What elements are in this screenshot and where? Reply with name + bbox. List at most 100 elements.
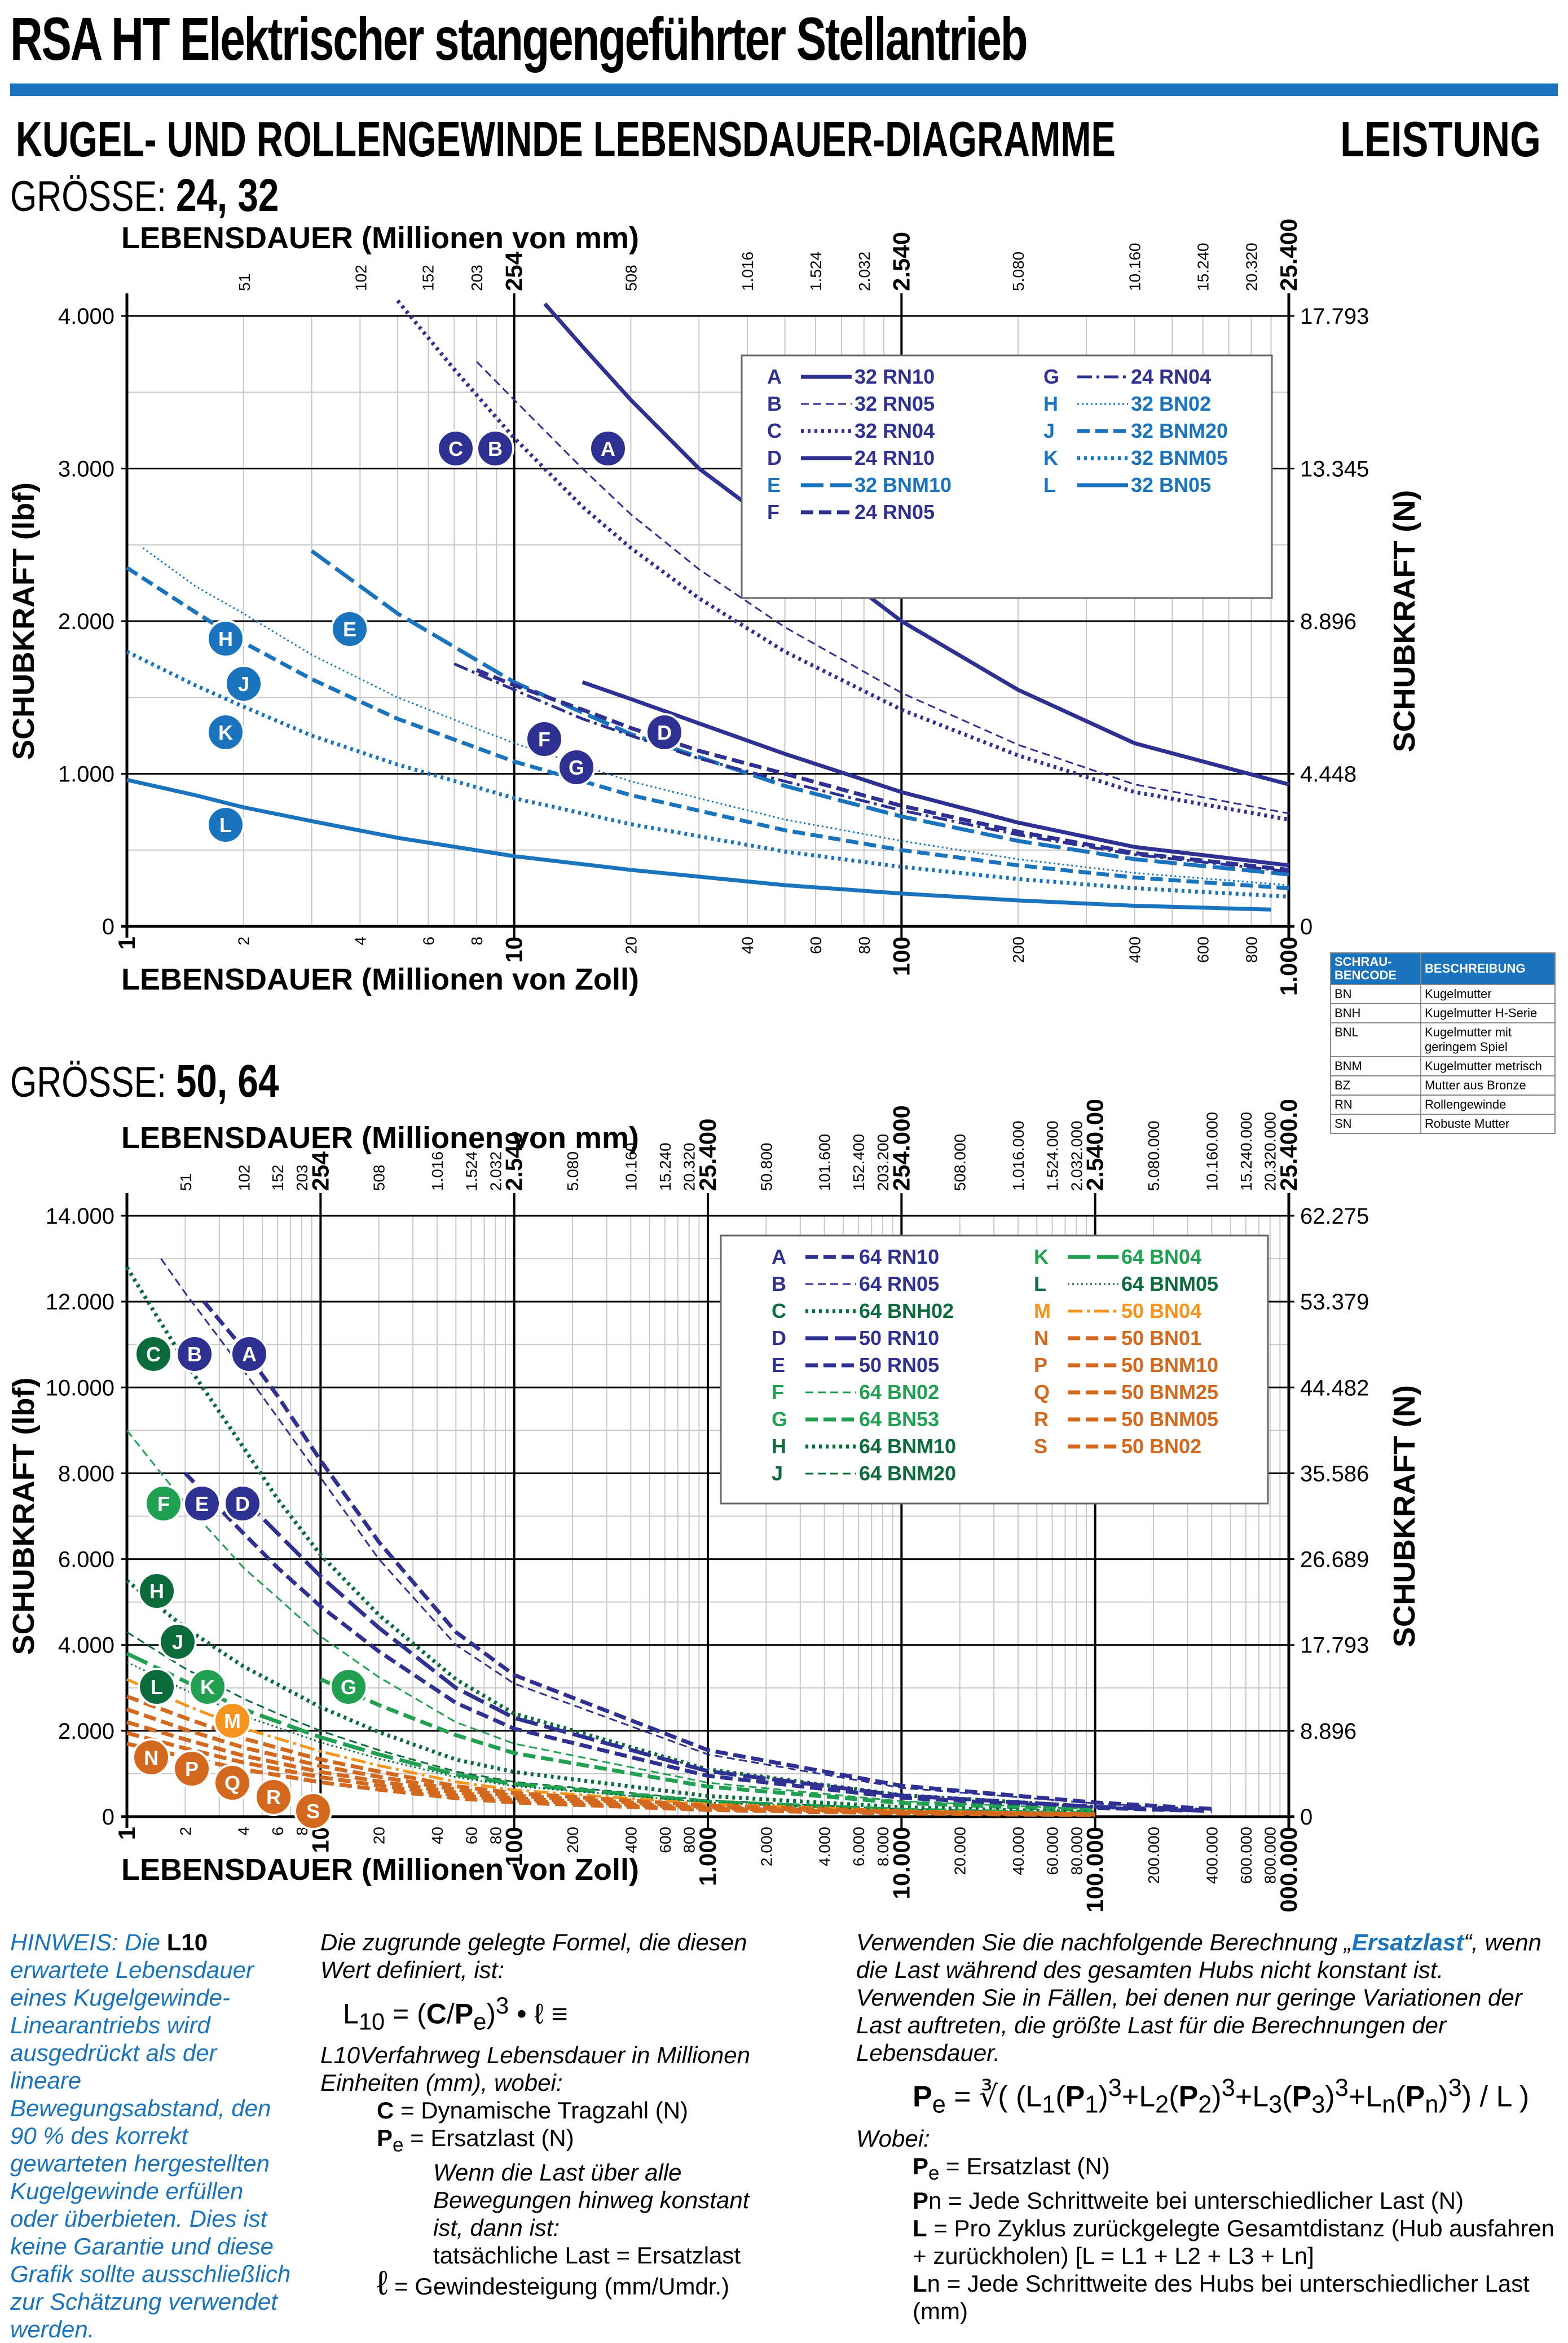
series-badge — [224, 665, 263, 703]
x2-tick-label: 20.320 — [681, 1142, 698, 1191]
x-tick-label: 1.000.000 — [1275, 1827, 1302, 1913]
x2-tick-label: 1.016 — [739, 252, 756, 291]
x-tick-label: 6 — [269, 1827, 287, 1836]
note-formula: Die zugrunde gelegte Formel, die diesen … — [320, 1928, 772, 2300]
x2-tick-label: 51 — [177, 1173, 195, 1191]
size-label: GRÖSSE: — [10, 173, 167, 221]
x-tick-label: 10 — [501, 937, 527, 963]
x2-tick-label: 25.400 — [694, 1119, 721, 1191]
x2-tick-label: 10.160 — [622, 1142, 640, 1191]
series-badge — [525, 720, 563, 758]
legend-code: A — [767, 365, 782, 388]
x-tick-label: 1.000 — [1275, 937, 1302, 996]
series-badge — [206, 713, 245, 751]
legend-label: 32 RN05 — [855, 392, 935, 415]
series-badge — [144, 1484, 183, 1523]
legend-label: 32 BN02 — [1131, 392, 1211, 415]
series-badge-label: L — [151, 1676, 163, 1699]
legend-label: 50 BN02 — [1121, 1435, 1201, 1458]
legend-code: K — [1043, 446, 1058, 469]
x-tick-label: 600.000 — [1237, 1827, 1255, 1884]
series-badge — [223, 1484, 262, 1523]
series-badge — [175, 1335, 214, 1373]
x-tick-label: 10.000 — [888, 1827, 914, 1899]
x2-tick-label: 1.524.000 — [1043, 1120, 1061, 1191]
legend-label: 50 RN10 — [859, 1326, 939, 1349]
x2-tick-label: 203.200 — [874, 1134, 892, 1191]
x2-axis-title: LEBENSDAUER (Millionen von mm) — [121, 1121, 639, 1155]
x2-tick-label: 2.032 — [856, 252, 873, 291]
table-row: BN Kugelmutter — [1330, 984, 1556, 1004]
y2-tick-label: 0 — [1300, 1805, 1312, 1830]
series-badge-label: B — [488, 437, 503, 460]
y2-axis-title: SCHUBKRAFT (N) — [1388, 490, 1421, 753]
series-badge — [230, 1335, 268, 1373]
x2-tick-label: 20.320.000 — [1262, 1112, 1279, 1191]
legend-code: A — [772, 1245, 786, 1268]
series-badge — [173, 1749, 211, 1788]
series-badge — [206, 619, 245, 658]
legend-code: D — [772, 1326, 786, 1349]
series-badge — [331, 610, 369, 648]
legend-box — [741, 354, 1273, 599]
y-tick-label: 2.000 — [58, 609, 114, 634]
x-tick-label: 60 — [807, 937, 825, 954]
x2-tick-label: 5.080 — [564, 1151, 582, 1191]
series-badge — [138, 1668, 176, 1706]
x-tick-label: 400.000 — [1203, 1827, 1221, 1884]
series-badge — [134, 1335, 173, 1373]
legend-code: P — [1034, 1353, 1047, 1377]
series-badge-label: E — [343, 618, 356, 641]
x2-tick-label: 102 — [353, 265, 370, 291]
y-tick-label: 4.000 — [58, 1633, 114, 1658]
section-subtitle: KUGEL- UND ROLLENGEWINDE LEBENSDAUER-DIA… — [16, 111, 1116, 167]
series-badge — [329, 1668, 368, 1706]
legend-code: J — [1043, 419, 1055, 442]
legend-code: H — [1043, 392, 1058, 415]
series-badge-label: H — [149, 1580, 164, 1603]
x-tick-label: 10 — [307, 1827, 333, 1853]
series-line-d — [242, 1497, 1212, 1813]
size-value: 24, 32 — [175, 170, 279, 221]
y2-tick-label: 53.379 — [1300, 1290, 1369, 1315]
x-tick-label: 100.000 — [1082, 1827, 1108, 1913]
x-tick-label: 40 — [739, 937, 756, 954]
series-badge-label: S — [306, 1800, 320, 1823]
legend-label: 32 BNM10 — [855, 473, 952, 496]
x-tick-label: 80 — [487, 1827, 504, 1844]
series-line-f — [475, 668, 1289, 872]
legend-label: 64 BN53 — [859, 1408, 939, 1431]
series-badge — [132, 1738, 170, 1777]
x-tick-label: 60.000 — [1043, 1827, 1061, 1875]
x2-tick-label: 20.320 — [1243, 243, 1260, 291]
legend-label: 50 BNM10 — [1121, 1353, 1218, 1377]
table-row: BNH Kugelmutter H-Serie — [1330, 1003, 1556, 1023]
series-badge — [138, 1572, 176, 1610]
x-tick-label: 4.000 — [816, 1827, 834, 1866]
legend-code: L — [1034, 1272, 1046, 1295]
series-badge — [158, 1623, 197, 1661]
legend-code: F — [772, 1381, 784, 1404]
formula-l10: L10 = (C/Pe)3 • ℓ ≡ — [343, 1992, 568, 2035]
series-badge — [294, 1792, 332, 1830]
legend-label: 24 RN04 — [1131, 365, 1211, 388]
note-hinweis: HINWEIS: Die L10 erwartete Lebensdauer e… — [10, 1929, 291, 2342]
y-tick-label: 10.000 — [46, 1375, 114, 1400]
x-tick-label: 2 — [235, 937, 253, 946]
legend-code: L — [1043, 473, 1056, 496]
x2-tick-label: 203 — [293, 1164, 311, 1191]
table-row: RN Rollengewinde — [1330, 1094, 1556, 1115]
series-badge — [188, 1668, 227, 1706]
y-axis-title: SCHUBKRAFT (lbf) — [7, 482, 41, 760]
series-badge-label: N — [144, 1746, 158, 1769]
x2-tick-label: 152 — [420, 265, 437, 291]
x2-tick-label: 254.000 — [888, 1105, 914, 1191]
legend-label: 64 BN04 — [1121, 1245, 1201, 1268]
x-tick-label: 40 — [429, 1827, 446, 1844]
y-tick-label: 6.000 — [58, 1548, 114, 1572]
y-tick-label: 3.000 — [58, 457, 114, 482]
series-badge-label: J — [172, 1630, 183, 1654]
series-badge-label: R — [266, 1786, 281, 1809]
x-tick-label: 8 — [468, 937, 486, 946]
series-badge — [589, 429, 627, 468]
